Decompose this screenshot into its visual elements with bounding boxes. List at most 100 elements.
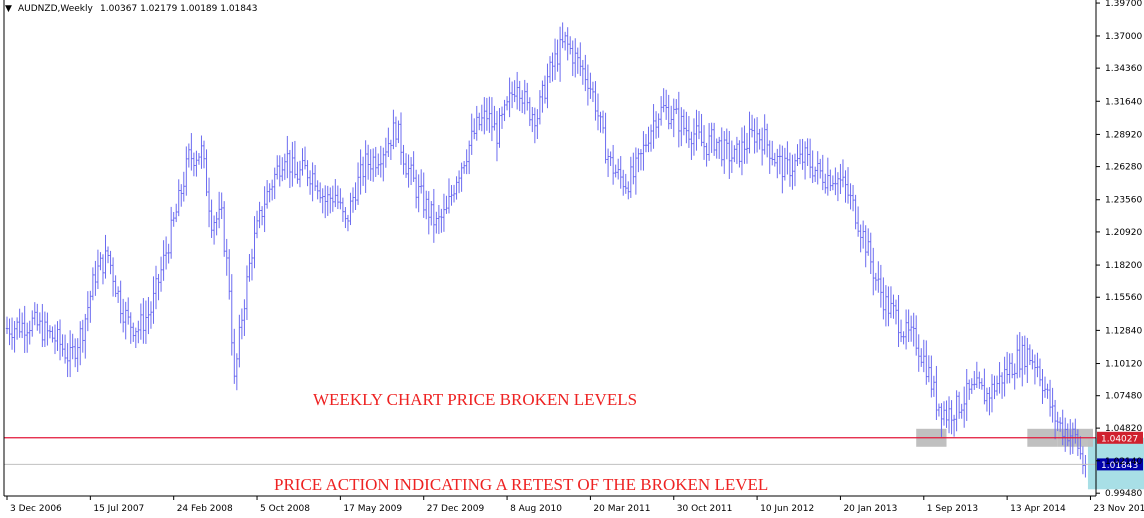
ohlc-bar (743, 125, 746, 164)
y-tick-label: 1.31640 (1105, 97, 1142, 107)
ohlc-bar (654, 111, 658, 139)
ohlc-bar (397, 120, 400, 144)
ohlc-bar (723, 131, 726, 174)
ohlc-bar (1000, 372, 1004, 399)
ohlc-bar (917, 334, 920, 372)
ohlc-bar (755, 117, 759, 153)
ohlc-bar (707, 123, 711, 161)
ohlc-bar (712, 122, 716, 156)
ohlc-bar (778, 144, 782, 175)
ohlc-bar (296, 161, 299, 184)
ohlc-bar (975, 361, 979, 389)
ohlc-bar (1005, 351, 1009, 384)
ohlc-bar (766, 123, 769, 158)
ohlc-bar (111, 257, 115, 297)
ohlc-bar (980, 378, 984, 390)
y-tick-label: 1.20920 (1105, 228, 1142, 238)
ohlc-bar (930, 355, 933, 398)
ohlc-bar (270, 179, 274, 201)
ohlc-bar (649, 124, 653, 152)
ohlc-bar (13, 320, 16, 353)
ohlc-bar (730, 140, 734, 173)
level-lines: 1.04027 1.01843 (4, 431, 1143, 471)
ohlc-bar (581, 59, 585, 85)
y-tick-label: 1.07480 (1105, 392, 1142, 402)
ohlc-bar (372, 148, 375, 182)
ohlc-bar (771, 140, 774, 166)
ohlc-bar (940, 403, 943, 437)
ohlc-bar (121, 298, 125, 333)
ohlc-bar (169, 206, 173, 259)
chart-symbol: AUDNZD,Weekly (18, 4, 94, 14)
ohlc-bar (998, 362, 1001, 394)
ohlc-bar (1031, 349, 1034, 370)
ohlc-bar (758, 128, 761, 150)
ohlc-bar (526, 82, 529, 111)
ohlc-bar (879, 264, 883, 308)
ohlc-bar (462, 161, 466, 174)
ohlc-bar (382, 147, 385, 182)
ohlc-bar (167, 243, 170, 264)
ohlc-bar (114, 275, 117, 298)
ohlc-bar (922, 339, 925, 373)
ohlc-bar (366, 144, 370, 180)
ohlc-bar (238, 314, 241, 368)
ohlc-bar (493, 105, 496, 131)
ohlc-bar (957, 391, 961, 419)
ohlc-bar (793, 153, 797, 187)
ohlc-bar (983, 368, 986, 405)
ohlc-bar (735, 136, 739, 164)
ohlc-bar (1008, 353, 1011, 384)
ohlc-bar (51, 326, 54, 343)
ohlc-bar (33, 302, 36, 326)
ohlc-bar (725, 128, 728, 160)
ohlc-bar (76, 338, 79, 372)
ohlc-bar (1041, 368, 1044, 404)
ohlc-bar (364, 140, 367, 193)
ohlc-bar (20, 312, 24, 339)
ohlc-bar (1084, 454, 1087, 478)
ohlc-bar (10, 317, 14, 350)
ohlc-bar (685, 111, 688, 144)
dropdown-arrow-icon[interactable]: ▼ (5, 4, 12, 14)
ohlc-bar (667, 94, 670, 130)
ohlc-bar (240, 308, 244, 340)
ohlc-bar (965, 369, 968, 421)
ohlc-bar (687, 116, 691, 148)
ohlc-bar (647, 126, 650, 153)
ohlc-bar (776, 148, 779, 179)
ohlc-bar (680, 107, 683, 147)
ohlc-bar (952, 414, 956, 437)
ohlc-bar (28, 320, 31, 345)
ohlc-bar (217, 191, 221, 229)
ohlc-bar (460, 162, 463, 192)
ohlc-bar (664, 89, 668, 120)
ohlc-bar (892, 294, 895, 319)
ohlc-bar (854, 194, 857, 230)
ohlc-bar (990, 374, 994, 413)
ohlc-bar (417, 174, 420, 213)
ohlc-bar (58, 319, 62, 361)
y-tick-label: 0.99480 (1105, 489, 1142, 499)
ohlc-bar (1046, 383, 1049, 399)
ohlc-bar (629, 156, 633, 198)
ohlc-bar (796, 144, 799, 166)
ohlc-bar (339, 188, 342, 210)
ohlc-bar (579, 42, 582, 77)
x-tick-label: 17 May 2009 (343, 504, 402, 514)
ohlc-bar (18, 308, 21, 338)
current-price-tag (1097, 458, 1143, 471)
ohlc-bar (197, 153, 201, 165)
ohlc-bar (190, 133, 193, 171)
ohlc-bar (235, 353, 239, 391)
ohlc-bar (147, 297, 150, 335)
ohlc-bar (106, 246, 110, 264)
ohlc-bar (692, 118, 696, 156)
ohlc-bar (523, 79, 526, 115)
ohlc-bar (662, 88, 665, 113)
ohlc-bar (399, 112, 403, 165)
y-tick-label: 1.39700 (1105, 0, 1142, 9)
ohlc-bar (137, 320, 140, 344)
ohlc-bar (753, 118, 756, 154)
